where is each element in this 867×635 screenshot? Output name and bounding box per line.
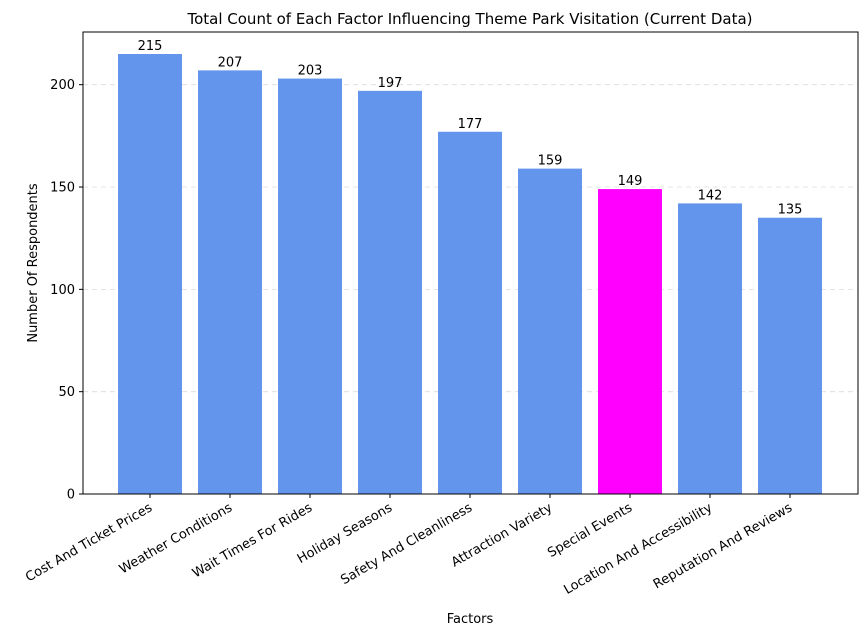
y-axis-label: Number Of Respondents	[26, 183, 41, 343]
bar	[198, 70, 262, 494]
data-label: 197	[378, 76, 403, 91]
bar	[758, 217, 822, 494]
x-tick-label: Reputation And Reviews	[651, 500, 795, 592]
bar	[598, 189, 662, 494]
x-tick-label: Cost And Ticket Prices	[23, 500, 155, 585]
y-tick-label: 150	[50, 181, 75, 196]
data-label: 159	[538, 154, 563, 169]
data-label: 142	[698, 188, 723, 203]
data-label: 135	[778, 203, 803, 218]
bar	[438, 131, 502, 494]
bar	[518, 168, 582, 494]
data-label: 177	[458, 117, 483, 132]
bar	[278, 78, 342, 494]
data-label: 215	[138, 39, 163, 54]
data-labels: 215 207 203 197 177 159 149 142 135	[138, 39, 803, 218]
y-tick-label: 200	[50, 78, 75, 93]
y-tick-label: 100	[50, 283, 75, 298]
data-label: 207	[218, 55, 243, 70]
chart-title: Total Count of Each Factor Influencing T…	[186, 10, 752, 28]
y-tick-label: 0	[67, 488, 75, 503]
data-label: 149	[618, 174, 643, 189]
bar	[678, 203, 742, 494]
x-tick-label: Location And Accessibility	[561, 500, 715, 597]
y-tick-label: 50	[58, 385, 75, 400]
bar	[358, 90, 422, 494]
bars	[118, 54, 822, 494]
y-axis: 0 50 100 150 200	[50, 78, 83, 503]
data-label: 203	[298, 64, 323, 79]
x-axis-label: Factors	[447, 612, 494, 627]
bar	[118, 54, 182, 494]
x-tick-label: Safety And Cleanliness	[338, 500, 475, 588]
